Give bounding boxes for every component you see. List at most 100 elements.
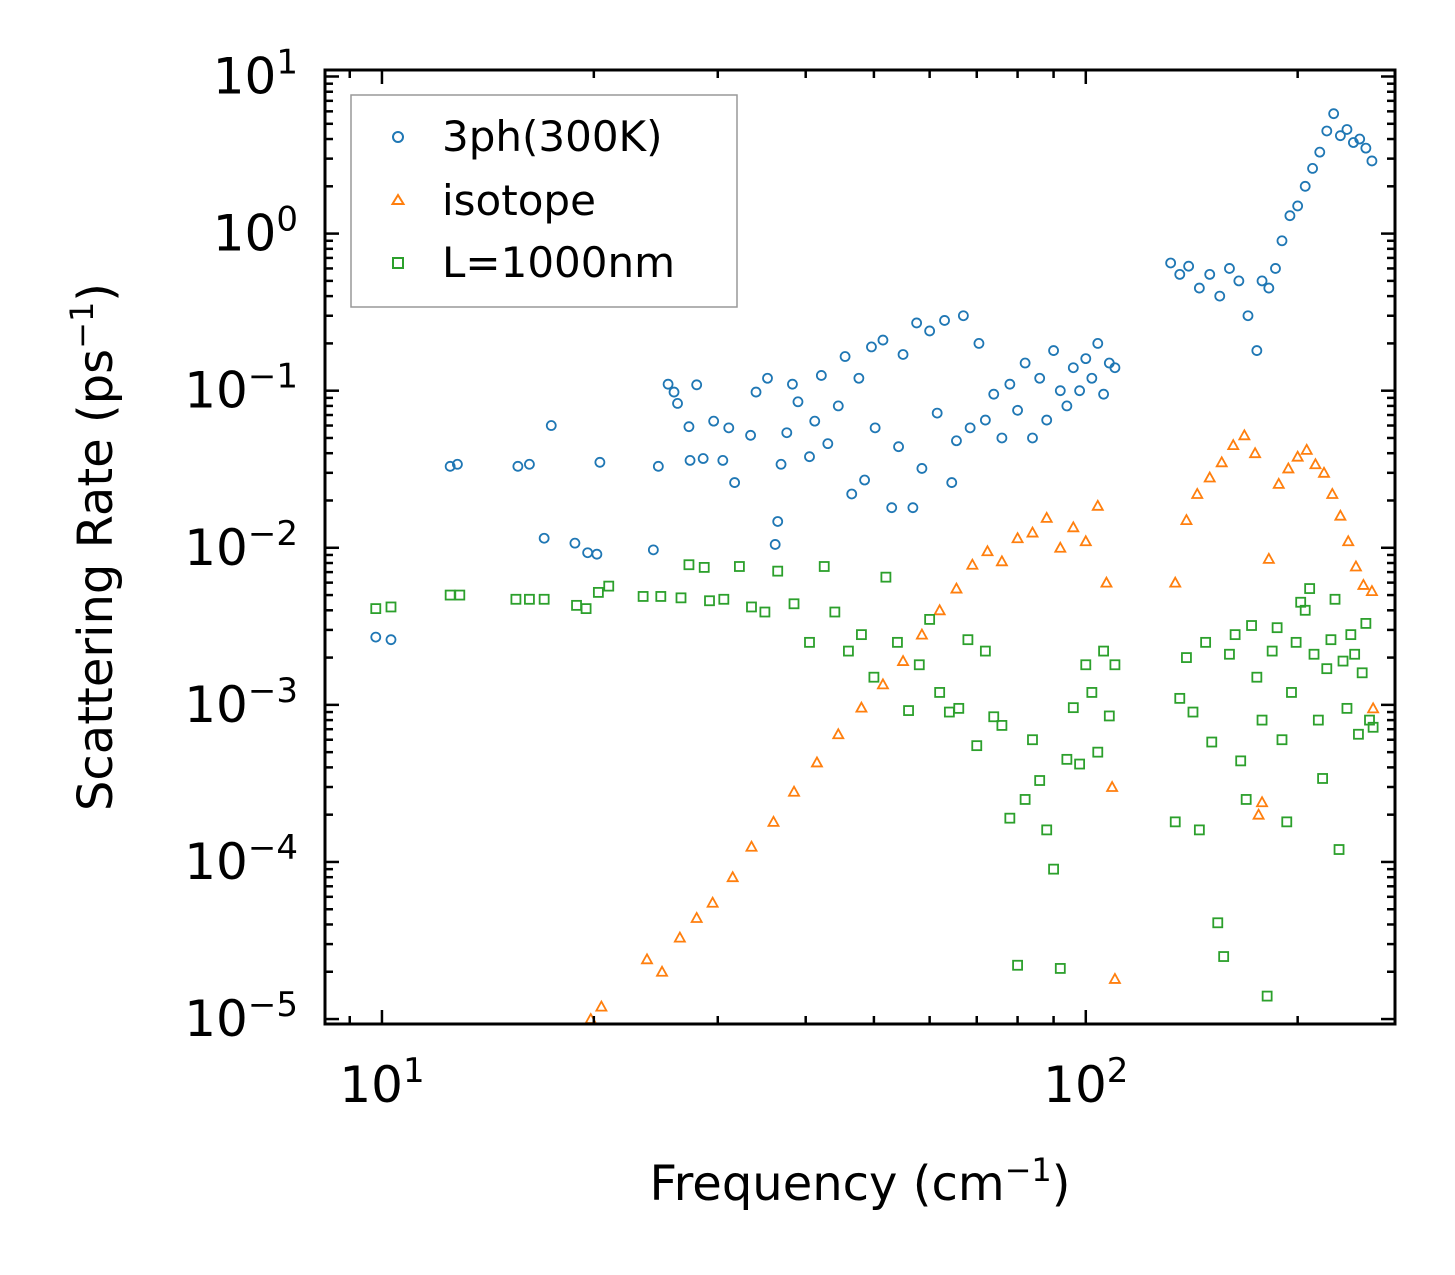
data-markers: [370, 108, 1380, 1024]
series-0-point-53: [931, 407, 943, 419]
series-0-point-41: [853, 372, 865, 384]
series-2-point-38: [971, 740, 983, 752]
series-2-point-57: [1103, 710, 1115, 722]
x-tick-label-1: 102: [1043, 1051, 1128, 1114]
series-0-point-44: [869, 422, 881, 434]
series-1-point-44: [1281, 461, 1295, 474]
y-tick-label-2: 10−1: [184, 357, 298, 420]
series-1-point-11: [810, 755, 824, 768]
series-1-point-31: [1108, 972, 1122, 984]
series-1-point-8: [744, 839, 759, 852]
series-0-point-46: [886, 502, 898, 514]
series-2-point-19: [746, 601, 757, 613]
series-1-point-24: [1040, 511, 1054, 523]
series-2-point-69: [1229, 629, 1241, 641]
series-2-point-23: [804, 636, 815, 648]
series-0-point-10: [591, 548, 603, 560]
series-1-point-2: [640, 952, 654, 965]
series-0-point-42: [859, 474, 871, 486]
series-1-point-32: [1168, 575, 1182, 588]
series-0-point-102: [1341, 124, 1353, 135]
series-2-point-0: [370, 603, 382, 615]
series-2-point-37: [962, 634, 974, 646]
series-0-point-34: [804, 451, 815, 463]
series-1-point-17: [933, 603, 947, 616]
series-1-point-42: [1262, 552, 1276, 564]
series-1-point-53: [1356, 578, 1370, 590]
series-1-point-30: [1105, 780, 1119, 792]
legend-label-l1000nm: L=1000nm: [442, 238, 675, 287]
series-1-point-39: [1248, 446, 1262, 459]
y-tick-label-1: 100: [213, 200, 298, 263]
series-0-point-35: [809, 415, 821, 427]
series-1-point-28: [1091, 498, 1105, 511]
series-0-point-106: [1366, 155, 1378, 167]
series-2-point-33: [924, 613, 936, 625]
series-0-point-87: [1233, 275, 1245, 287]
series-2-point-7: [571, 599, 582, 611]
series-1-point-9: [766, 815, 781, 827]
series-1-point-40: [1255, 795, 1269, 808]
series-1-point-38: [1237, 428, 1251, 441]
series-0-point-19: [691, 379, 703, 391]
series-1-point-35: [1203, 470, 1217, 483]
series-0-point-8: [569, 537, 581, 549]
series-0-point-18: [684, 454, 696, 466]
series-0-point-66: [1027, 432, 1038, 444]
series-2-point-21: [772, 565, 784, 577]
series-2-point-61: [1181, 652, 1192, 663]
series-0-point-94: [1284, 210, 1296, 222]
series-2-point-87: [1317, 773, 1328, 784]
series-0-point-9: [582, 547, 594, 559]
series-2-point-31: [903, 705, 914, 716]
series-0-point-96: [1299, 180, 1311, 192]
series-2-point-43: [1012, 959, 1023, 971]
series-2-point-60: [1174, 692, 1186, 704]
series-0-point-47: [893, 441, 904, 453]
series-2-point-36: [953, 702, 965, 714]
series-2-point-10: [603, 580, 615, 592]
series-2-point-5: [524, 593, 535, 605]
y-axis-title: Scattering Rate (ps−1): [63, 283, 124, 811]
series-2-point-47: [1041, 824, 1053, 836]
series-2-point-100: [1367, 721, 1379, 733]
series-2-point-77: [1271, 622, 1283, 634]
series-0-point-98: [1314, 146, 1326, 158]
series-1-point-25: [1053, 540, 1067, 553]
series-0-point-2: [444, 460, 456, 472]
series-2-point-22: [788, 598, 800, 610]
y-tick-label-5: 10−4: [184, 828, 298, 891]
series-1-point-50: [1333, 508, 1347, 521]
series-1-point-15: [896, 654, 910, 666]
legend-label-3ph: 3ph(300K): [442, 112, 662, 161]
series-2-point-20: [759, 606, 771, 618]
series-2-point-18: [733, 561, 745, 572]
series-0-point-86: [1224, 263, 1235, 274]
series-2-point-34: [934, 687, 946, 698]
series-1-point-49: [1325, 487, 1339, 499]
series-2-point-72: [1246, 620, 1257, 631]
series-0-point-57: [957, 310, 969, 322]
series-2-point-56: [1098, 645, 1109, 657]
series-0-point-29: [772, 516, 784, 527]
series-1-point-20: [980, 544, 995, 557]
series-0-point-1: [385, 634, 397, 646]
series-0-point-39: [839, 351, 851, 362]
series-1-point-7: [726, 870, 740, 883]
series-0-point-81: [1174, 268, 1186, 280]
series-2-point-59: [1169, 816, 1181, 828]
series-2-point-15: [698, 562, 710, 573]
series-2-point-26: [843, 645, 854, 657]
series-2-point-84: [1304, 583, 1316, 594]
series-0-point-26: [750, 386, 762, 398]
series-0-point-65: [1019, 357, 1031, 369]
series-2-point-8: [580, 603, 592, 615]
x-axis-title: Frequency (cm−1): [649, 1151, 1070, 1212]
series-1-point-5: [690, 911, 704, 923]
series-0-point-7: [545, 420, 557, 431]
series-0-point-55: [946, 477, 958, 488]
series-0-point-59: [973, 337, 985, 349]
series-2-point-17: [718, 593, 730, 605]
series-2-point-93: [1341, 702, 1353, 714]
series-2-point-6: [538, 593, 550, 605]
